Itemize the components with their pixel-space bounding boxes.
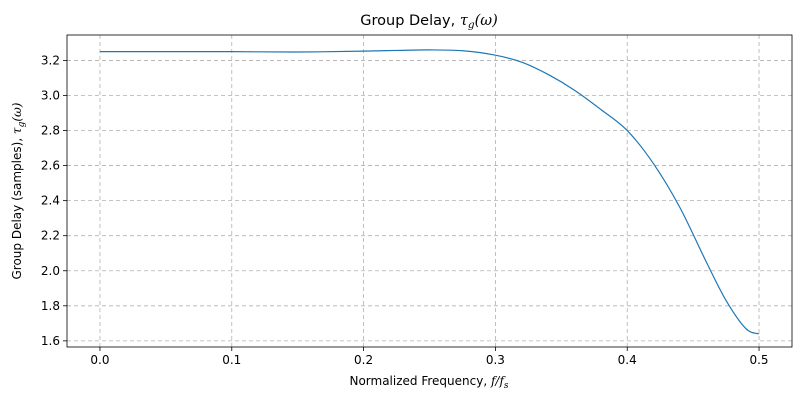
grid-lines xyxy=(67,35,792,347)
y-tick-label: 2.8 xyxy=(41,124,60,138)
x-tick-label: 0.1 xyxy=(222,353,241,367)
x-tick-label: 0.3 xyxy=(486,353,505,367)
x-axis-label: Normalized Frequency, f/fs xyxy=(349,374,508,391)
x-tick-label: 0.0 xyxy=(90,353,109,367)
y-tick-label: 3.0 xyxy=(41,88,60,102)
plot-frame xyxy=(66,34,793,348)
chart-title: Group Delay, τg(ω) xyxy=(360,13,497,31)
y-ticks: 1.6 1.8 2.0 2.2 2.4 2.6 2.8 3.0 3.2 xyxy=(41,53,67,348)
y-tick-label: 2.2 xyxy=(41,229,60,243)
y-tick-label: 2.6 xyxy=(41,159,60,173)
y-tick-label: 2.0 xyxy=(41,264,60,278)
x-tick-label: 0.5 xyxy=(749,353,768,367)
y-tick-label: 1.6 xyxy=(41,334,60,348)
y-tick-label: 3.2 xyxy=(41,53,60,67)
x-tick-label: 0.2 xyxy=(354,353,373,367)
data-line-layer xyxy=(99,49,760,335)
group-delay-line xyxy=(99,49,760,335)
x-ticks: 0.0 0.1 0.2 0.3 0.4 0.5 xyxy=(90,347,769,367)
y-tick-label: 1.8 xyxy=(41,299,60,313)
y-axis-label: Group Delay (samples), τg(ω) xyxy=(10,102,27,279)
x-tick-label: 0.4 xyxy=(618,353,637,367)
y-tick-label: 2.4 xyxy=(41,194,60,208)
